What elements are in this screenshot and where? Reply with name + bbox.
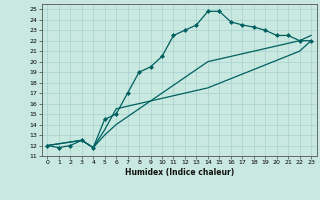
X-axis label: Humidex (Indice chaleur): Humidex (Indice chaleur) [124, 168, 234, 177]
